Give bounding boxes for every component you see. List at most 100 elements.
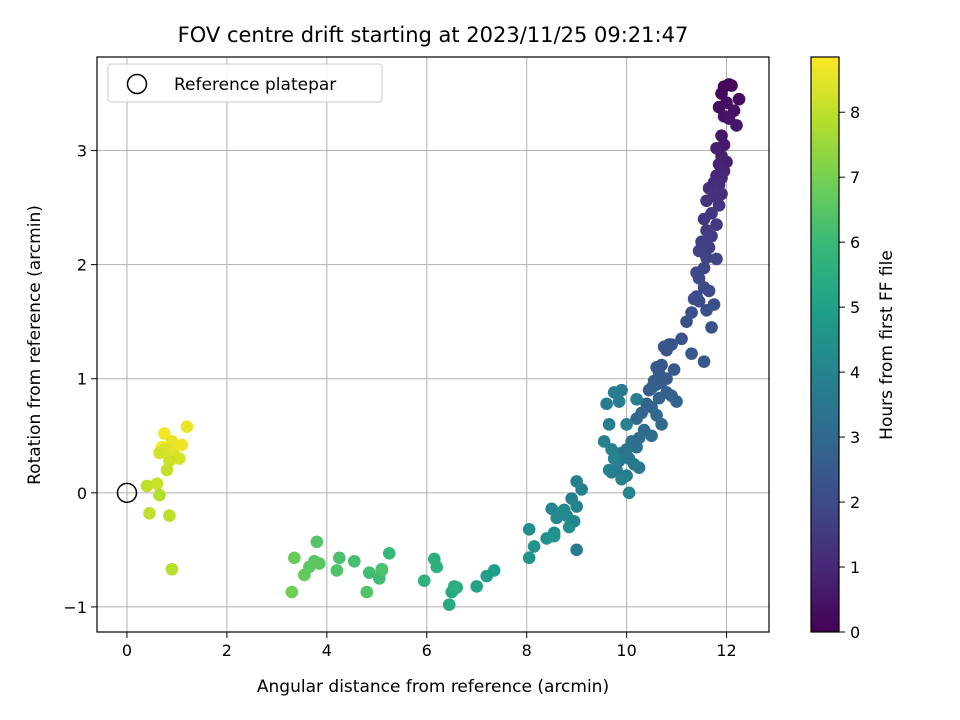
data-point: [470, 580, 484, 593]
x-tick-label: 0: [122, 641, 132, 660]
data-point: [153, 488, 166, 502]
data-point: [375, 564, 389, 577]
data-point: [607, 452, 621, 465]
chart-title: FOV centre drift starting at 2023/11/25 …: [178, 23, 689, 47]
data-point: [602, 418, 616, 431]
data-point: [165, 562, 179, 576]
colorbar: 0 1 2 3 4 5 6 7 8 Hours from first FF file: [810, 56, 897, 642]
data-point: [670, 395, 683, 408]
data-point: [158, 427, 171, 440]
data-point: [143, 507, 156, 520]
legend-box: [107, 63, 383, 103]
data-point: [630, 392, 643, 406]
colorbar-tick-label: 5: [850, 298, 860, 317]
data-point: [630, 412, 643, 425]
reference-point-marker: [116, 482, 138, 504]
data-point: [700, 251, 713, 265]
data-point: [570, 500, 583, 513]
data-point: [288, 551, 301, 565]
data-point: [632, 461, 646, 475]
data-point: [480, 569, 494, 583]
colorbar-label: Hours from first FF file: [877, 250, 897, 440]
scatter-points: [140, 78, 746, 611]
data-point: [417, 574, 431, 587]
data-point: [362, 566, 376, 579]
data-point: [602, 463, 616, 477]
x-tick-label: 6: [422, 641, 432, 660]
data-point: [697, 355, 711, 368]
data-point: [575, 483, 588, 496]
data-point: [313, 557, 326, 570]
legend: Reference platepar: [107, 63, 383, 103]
data-point: [700, 194, 713, 208]
colorbar-tick-label: 4: [850, 363, 860, 382]
data-point: [298, 568, 311, 582]
colorbar-tick-label: 1: [850, 558, 860, 577]
data-point: [430, 560, 444, 574]
data-point: [630, 440, 643, 454]
data-point: [712, 199, 726, 212]
x-tick-label: 8: [522, 641, 532, 660]
data-point: [645, 429, 658, 443]
data-point: [310, 535, 324, 549]
data-point: [615, 472, 628, 486]
data-point: [442, 598, 456, 611]
data-point: [348, 554, 361, 568]
data-point: [153, 446, 166, 460]
data-point: [685, 347, 698, 360]
data-point: [680, 315, 693, 328]
data-point: [675, 332, 688, 346]
data-point: [612, 395, 626, 408]
colorbar-tick-label: 2: [850, 493, 860, 512]
colorbar-gradient: [811, 57, 839, 632]
data-point: [330, 564, 344, 577]
data-point: [522, 523, 536, 536]
data-point: [732, 92, 746, 106]
x-tick-label: 10: [616, 641, 636, 660]
colorbar-tick-label: 0: [850, 623, 860, 642]
data-point: [705, 321, 718, 334]
x-tick-label: 2: [222, 641, 232, 660]
data-point: [333, 551, 346, 565]
data-point: [705, 229, 718, 243]
data-point: [527, 540, 541, 553]
data-point: [652, 391, 666, 405]
data-point: [140, 479, 154, 493]
data-point: [175, 438, 189, 452]
data-point: [702, 284, 716, 298]
data-point: [600, 397, 613, 411]
data-point: [562, 520, 576, 534]
plot-frame: [96, 56, 770, 633]
data-point: [285, 585, 299, 599]
x-tick-label: 4: [322, 641, 332, 660]
y-tick-label: 1: [77, 370, 87, 389]
data-point: [555, 505, 568, 519]
data-point: [667, 363, 681, 376]
colorbar-tick-label: 7: [850, 168, 860, 187]
data-point: [642, 383, 656, 397]
data-point: [173, 452, 186, 465]
data-point: [692, 294, 706, 308]
data-point: [697, 212, 711, 226]
data-point: [163, 509, 176, 522]
data-point: [622, 486, 636, 500]
y-axis-label: Rotation from reference (arcmin): [25, 205, 45, 485]
data-point: [710, 252, 723, 266]
colorbar-ticks: 0 1 2 3 4 5 6 7 8: [839, 103, 860, 642]
data-point: [570, 543, 583, 557]
data-point: [160, 463, 174, 477]
legend-entry-reference: Reference platepar: [174, 75, 336, 95]
data-point: [725, 79, 738, 92]
plot-background: [97, 57, 769, 632]
data-point: [547, 529, 561, 543]
y-axis-ticks: −1 0 1 2 3: [63, 142, 97, 617]
y-tick-label: 2: [77, 256, 87, 275]
colorbar-tick-label: 8: [850, 103, 860, 122]
data-point: [620, 418, 633, 431]
data-point: [382, 546, 396, 560]
data-point: [702, 241, 716, 254]
colorbar-tick-label: 6: [850, 233, 860, 252]
data-point: [655, 418, 668, 431]
